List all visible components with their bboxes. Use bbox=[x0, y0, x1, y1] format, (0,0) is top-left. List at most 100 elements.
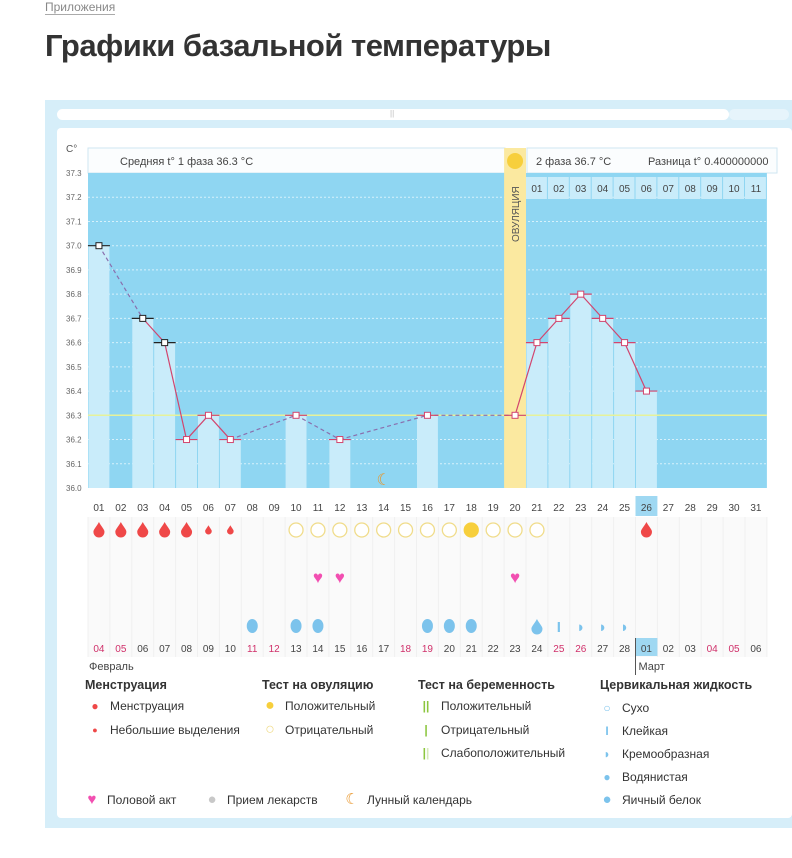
legend-sticky: I Клейкая bbox=[600, 724, 668, 738]
cycle-day-cell bbox=[591, 177, 613, 199]
cycle-day-cell bbox=[657, 177, 679, 199]
temperature-line-segment bbox=[580, 293, 604, 319]
watery-drop-icon bbox=[531, 619, 543, 635]
temperature-line-segment bbox=[142, 317, 166, 344]
temperature-point bbox=[642, 387, 650, 395]
calendar-date: 21 bbox=[466, 644, 478, 655]
cycle-day-cell bbox=[723, 177, 744, 199]
ovulation-negative-icon bbox=[485, 522, 501, 538]
temperature-line-segment bbox=[339, 414, 428, 441]
calendar-date: 02 bbox=[663, 644, 675, 655]
temperature-point bbox=[204, 411, 212, 419]
day-label: 29 bbox=[707, 503, 719, 514]
day-label: 21 bbox=[531, 503, 543, 514]
cycle-day-cell bbox=[569, 177, 591, 199]
temperature-point bbox=[226, 436, 234, 444]
legend-label: Водянистая bbox=[622, 770, 688, 784]
legend-label: Половой акт bbox=[107, 793, 177, 807]
day-label: 31 bbox=[750, 503, 762, 514]
ovulation-negative-icon bbox=[529, 522, 545, 538]
egg-white-icon bbox=[443, 619, 455, 633]
calendar-date: 27 bbox=[597, 644, 609, 655]
legend-cervical-title: Цервикальная жидкость bbox=[600, 678, 753, 692]
temperature-point bbox=[511, 411, 519, 419]
pill-icon: ● bbox=[207, 791, 217, 808]
calendar-date: 15 bbox=[334, 644, 346, 655]
ovulation-column bbox=[504, 148, 526, 488]
y-tick-label: 37.3 bbox=[66, 169, 82, 178]
empty-circle-icon: ○ bbox=[265, 721, 275, 738]
day-label: 30 bbox=[728, 503, 740, 514]
cycle-day-cell bbox=[526, 177, 547, 199]
y-tick-label: 36.2 bbox=[66, 436, 82, 445]
calendar-date: 13 bbox=[290, 644, 302, 655]
legend-label: Клейкая bbox=[622, 724, 669, 738]
menstruation-drop-icon bbox=[137, 522, 149, 538]
egg-white-icon bbox=[312, 619, 324, 633]
legend-label: Сухо bbox=[622, 701, 650, 715]
horizontal-scrollbar[interactable] bbox=[57, 109, 729, 120]
temperature-line-segment bbox=[536, 317, 560, 344]
temperature-line-segment bbox=[98, 245, 144, 319]
calendar-date: 26 bbox=[575, 644, 587, 655]
temperature-point bbox=[621, 339, 629, 347]
cycle-day-cell bbox=[679, 177, 701, 199]
day-label: 27 bbox=[663, 503, 675, 514]
day-label: 13 bbox=[356, 503, 368, 514]
legend-menstruation: ● Менструация bbox=[88, 699, 184, 713]
calendar-date: 10 bbox=[225, 644, 237, 655]
page-title: Графики базальной температуры bbox=[45, 28, 551, 63]
cycle-day-cell bbox=[547, 177, 569, 199]
legend-label: Лунный календарь bbox=[367, 793, 473, 807]
egg-white-icon bbox=[246, 619, 258, 633]
calendar-date: 18 bbox=[400, 644, 412, 655]
day-label: 20 bbox=[509, 503, 521, 514]
legend-preg-weak: | | Слабоположительный bbox=[419, 746, 565, 760]
temperature-point bbox=[95, 242, 103, 250]
phase1-header bbox=[87, 147, 506, 174]
temperature-point bbox=[183, 436, 191, 444]
day-label: 03 bbox=[137, 503, 149, 514]
legend-label: Менструация bbox=[110, 699, 185, 713]
ovulation-negative-icon bbox=[332, 522, 348, 538]
legend-creamy: ◗ Кремообразная bbox=[600, 747, 709, 761]
drop-icon: ● bbox=[91, 699, 99, 713]
temperature-bar bbox=[176, 439, 197, 488]
month-label: Февраль bbox=[89, 661, 134, 673]
menstruation-drop-icon bbox=[115, 522, 127, 538]
small-drop-icon: ● bbox=[92, 725, 98, 735]
y-tick-label: 36.7 bbox=[66, 314, 82, 323]
calendar-date: 04 bbox=[93, 644, 105, 655]
day-label: 01 bbox=[93, 503, 105, 514]
y-tick-label: 36.6 bbox=[66, 339, 82, 348]
ovulation-negative-icon bbox=[310, 522, 326, 538]
menstruation-drop-icon bbox=[640, 522, 652, 538]
legend-preg-pos: || Положительный bbox=[419, 699, 532, 713]
legend-label: Слабоположительный bbox=[441, 746, 566, 760]
legend-label: Яичный белок bbox=[622, 793, 701, 807]
legend-intercourse: ♥ Половой акт bbox=[85, 792, 177, 807]
temperature-point bbox=[533, 339, 541, 347]
ovulation-negative-icon bbox=[375, 522, 392, 538]
day-label: 18 bbox=[466, 503, 478, 514]
breadcrumb[interactable]: Приложения bbox=[45, 0, 116, 15]
temperature-bar bbox=[570, 294, 592, 488]
day-label: 08 bbox=[247, 503, 259, 514]
calendar-date: 05 bbox=[728, 644, 740, 655]
day-label: 19 bbox=[488, 503, 500, 514]
y-tick-label: 36.1 bbox=[66, 460, 82, 469]
calendar-date: 17 bbox=[378, 644, 390, 655]
legend-moon: ☾ Лунный календарь bbox=[345, 792, 473, 807]
legend-label: Небольшие выделения bbox=[110, 723, 240, 737]
legend-dry: ○ Сухо bbox=[600, 701, 649, 715]
sticky-icon: I bbox=[557, 619, 561, 636]
calendar-date: 01 bbox=[641, 644, 653, 655]
menstruation-drop-icon bbox=[181, 522, 193, 538]
bbt-chart: С° Средняя t° 1 фаза 36.3 °С 2 фаза 36.7… bbox=[66, 144, 778, 675]
calendar-date: 08 bbox=[181, 644, 193, 655]
legend-light: ● Небольшие выделения bbox=[88, 723, 240, 737]
scroll-grip-icon[interactable]: || bbox=[390, 109, 395, 118]
temperature-line-segment bbox=[186, 414, 209, 440]
day-label: 12 bbox=[334, 503, 346, 514]
ovulation-negative-icon bbox=[288, 522, 304, 538]
